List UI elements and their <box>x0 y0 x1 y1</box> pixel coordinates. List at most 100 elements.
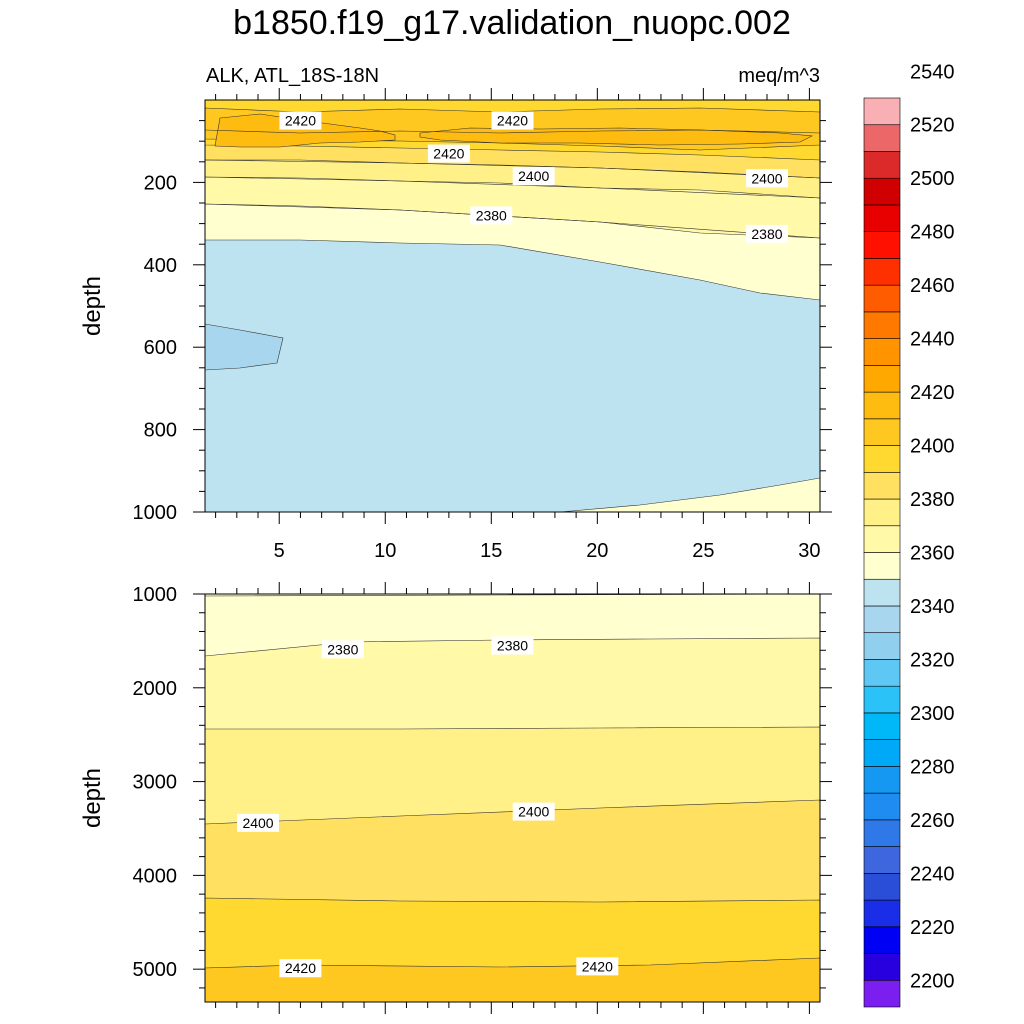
contour-label-4: 2400 <box>751 170 782 186</box>
colorbar-box <box>863 284 901 313</box>
y-tick-label-2000: 2000 <box>133 678 178 700</box>
fill-2430-east <box>419 127 814 146</box>
x-tick-label-30: 30 <box>798 540 820 562</box>
contour-label-5: 2380 <box>476 207 507 223</box>
y-tick-label-1000: 1000 <box>133 584 178 606</box>
colorbar-label-2460: 2460 <box>910 275 955 297</box>
contour-label-bg <box>512 802 555 821</box>
colorbar-label-2400: 2400 <box>910 436 955 458</box>
colorbar-label-2320: 2320 <box>910 649 955 671</box>
fill-2420 <box>205 957 820 1002</box>
colorbar-box <box>863 979 901 1008</box>
upper-panel: 5 10 15 20 25 30 200 400 600 800 1000 depth 2420 2420… <box>79 88 832 562</box>
colorbar-box <box>863 846 901 874</box>
colorbar-box <box>863 231 901 259</box>
y-tick-label-4000: 4000 <box>133 865 178 887</box>
colorbar-box <box>863 605 901 634</box>
contour-label-3: 2400 <box>518 804 549 820</box>
contour-label-1: 2380 <box>497 638 528 654</box>
region-label: ALK, ATL_18S-18N <box>206 65 379 87</box>
colorbar-label-2420: 2420 <box>910 382 955 404</box>
upper-fill <box>205 100 820 512</box>
y-tick-label-400: 400 <box>144 255 177 277</box>
colorbar: 2200 2220 2240 2260 2280 2300 2320 2340 2360 2380… <box>863 61 955 1008</box>
x-tick-label-20: 20 <box>586 540 608 562</box>
x-tick-label-25: 25 <box>692 540 714 562</box>
lower-y-axis-label: depth <box>79 768 106 828</box>
contour-label-bg <box>237 813 280 832</box>
colorbar-box <box>863 471 901 500</box>
colorbar-box <box>863 899 901 928</box>
colorbar-box <box>863 819 901 847</box>
units-label: meq/m^3 <box>738 65 820 87</box>
colorbar-box <box>863 926 901 954</box>
colorbar-label-2520: 2520 <box>910 115 955 137</box>
y-tick-label-600: 600 <box>144 337 177 359</box>
lower-fill <box>205 594 820 1002</box>
colorbar-box <box>863 418 901 446</box>
x-tick-label-5: 5 <box>274 540 285 562</box>
contour-label-2: 2400 <box>242 815 273 831</box>
contour-label-2: 2420 <box>433 146 464 162</box>
colorbar-box <box>863 365 901 393</box>
colorbar-box <box>863 258 901 286</box>
colorbar-box <box>863 552 901 580</box>
contour-label-bg <box>427 144 470 163</box>
contour-label-bg <box>491 636 534 655</box>
colorbar-box <box>863 498 901 527</box>
colorbar-box <box>863 311 901 339</box>
contour-label-bg <box>279 959 322 978</box>
colorbar-label-2360: 2360 <box>910 543 955 565</box>
contour-label-5: 2420 <box>582 958 613 974</box>
colorbar-box <box>863 338 901 366</box>
y-tick-label-1000: 1000 <box>133 502 178 524</box>
contour-label-bg <box>279 111 322 130</box>
contour-label-bg <box>512 167 555 186</box>
colorbar-label-2200: 2200 <box>910 970 955 992</box>
colorbar-box <box>863 391 901 420</box>
x-tick-label-10: 10 <box>374 540 396 562</box>
contour-label-bg <box>321 640 364 659</box>
colorbar-label-2380: 2380 <box>910 489 955 511</box>
contour-label-bg <box>745 224 788 243</box>
colorbar-box <box>863 873 901 901</box>
colorbar-label-2260: 2260 <box>910 810 955 832</box>
y-tick-label-800: 800 <box>144 420 177 442</box>
colorbar-box <box>863 525 901 553</box>
colorbar-box <box>863 953 901 981</box>
upper-y-axis-label: depth <box>79 276 106 336</box>
contour-label-6: 2380 <box>751 226 782 242</box>
y-tick-label-5000: 5000 <box>133 959 178 981</box>
colorbar-label-2220: 2220 <box>910 917 955 939</box>
colorbar-label-2340: 2340 <box>910 596 955 618</box>
colorbar-label-2540: 2540 <box>910 61 955 83</box>
colorbar-box <box>863 739 901 767</box>
contour-label-3: 2400 <box>518 168 549 184</box>
colorbar-box <box>863 792 901 821</box>
figure-title: b1850.f19_g17.validation_nuopc.002 <box>233 4 791 42</box>
y-tick-label-200: 200 <box>144 172 177 194</box>
contour-line-1 <box>205 159 820 179</box>
colorbar-label-2240: 2240 <box>910 863 955 885</box>
fill-2350 <box>205 323 284 371</box>
colorbar-label-2440: 2440 <box>910 329 955 351</box>
contour-label-bg <box>470 206 513 225</box>
contour-label-4: 2420 <box>285 960 316 976</box>
contour-line-0 <box>205 129 820 134</box>
colorbar-box <box>863 151 901 179</box>
colorbar-box <box>863 97 901 126</box>
contour-label-bg <box>491 111 534 130</box>
colorbar-box <box>863 445 901 473</box>
contour-label-1: 2420 <box>497 113 528 129</box>
colorbar-box <box>863 766 901 794</box>
colorbar-box <box>863 204 901 232</box>
colorbar-box <box>863 177 901 206</box>
colorbar-box <box>863 659 901 687</box>
colorbar-box <box>863 685 901 714</box>
colorbar-box <box>863 712 901 740</box>
x-tick-label-15: 15 <box>480 540 502 562</box>
colorbar-box <box>863 124 901 152</box>
contour-label-0: 2380 <box>327 641 358 657</box>
contour-label-bg <box>745 169 788 188</box>
